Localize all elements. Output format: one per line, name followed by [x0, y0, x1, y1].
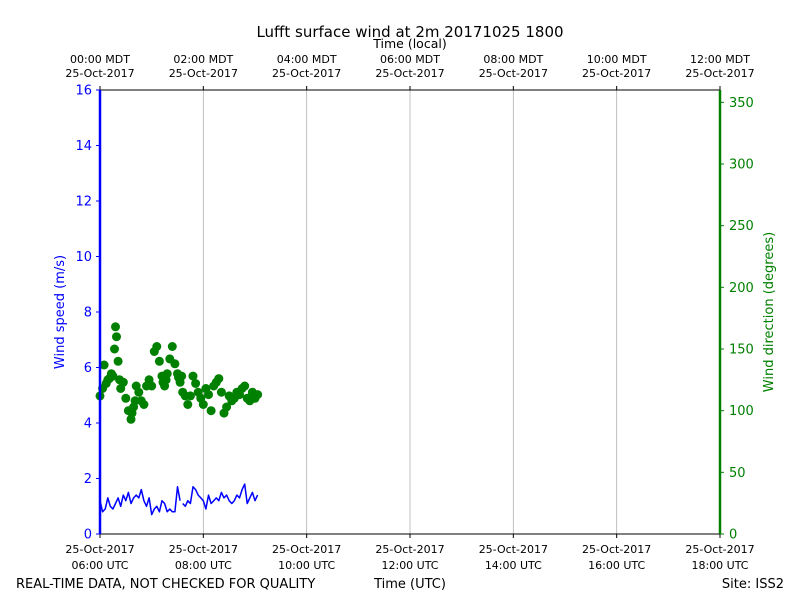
left-tick-label: 8 [84, 306, 92, 321]
wind-direction-point [185, 391, 195, 401]
data-layer [95, 322, 263, 516]
right-tick-label: 50 [729, 466, 746, 481]
bottom-tick-label: 25-Oct-2017 [375, 543, 444, 556]
left-tick-label: 2 [84, 472, 92, 487]
footer-site: Site: ISS2 [722, 577, 784, 592]
top-tick-label: 02:00 MDT [173, 53, 233, 66]
wind-direction-point [188, 371, 198, 381]
wind-direction-point [240, 381, 250, 391]
bottom-tick-label: 25-Oct-2017 [479, 543, 548, 556]
top-axis-label: Time (local) [372, 36, 446, 51]
bottom-tick-label: 25-Oct-2017 [685, 543, 754, 556]
wind-direction-point [216, 387, 226, 397]
grid-lines [202, 90, 618, 534]
wind-direction-point [147, 381, 157, 391]
bottom-tick-label: 06:00 UTC [71, 559, 128, 572]
wind-direction-point [206, 406, 216, 416]
wind-direction-point [214, 374, 224, 384]
bottom-tick-label: 25-Oct-2017 [65, 543, 134, 556]
top-tick-label: 25-Oct-2017 [479, 67, 548, 80]
wind-direction-point [177, 371, 187, 381]
wind-direction-point [170, 359, 180, 369]
right-axis-label: Wind direction (degrees) [762, 232, 777, 392]
top-tick-label: 25-Oct-2017 [685, 67, 754, 80]
wind-direction-point [191, 379, 201, 388]
wind-direction-point [162, 369, 172, 379]
wind-direction-point [139, 400, 149, 409]
wind-direction-point [198, 400, 208, 409]
left-tick-label: 12 [75, 195, 92, 210]
top-tick-label: 00:00 MDT [70, 53, 130, 66]
right-tick-label: 150 [729, 343, 754, 358]
wind-direction-point [111, 322, 120, 332]
wind-direction-point [183, 400, 193, 409]
bottom-tick-label: 16:00 UTC [588, 559, 645, 572]
top-tick-label: 12:00 MDT [690, 53, 750, 66]
bottom-tick-label: 12:00 UTC [381, 559, 438, 572]
right-tick-label: 0 [729, 528, 737, 543]
left-axis-label: Wind speed (m/s) [53, 255, 68, 369]
wind-direction-point [118, 377, 128, 387]
left-tick-label: 14 [75, 139, 92, 154]
bottom-tick-label: 08:00 UTC [175, 559, 232, 572]
top-tick-label: 10:00 MDT [587, 53, 647, 66]
bottom-tick-label: 18:00 UTC [691, 559, 748, 572]
bottom-axis-label: Time (UTC) [373, 577, 446, 592]
wind-direction-point [112, 332, 121, 342]
bottom-tick-label: 10:00 UTC [278, 559, 335, 572]
left-tick-label: 4 [84, 417, 92, 432]
left-tick-label: 10 [75, 250, 92, 265]
wind-direction-point [113, 356, 123, 366]
wind-direction-point [167, 342, 177, 351]
wind-speed-line [99, 483, 259, 516]
wind-direction-point [99, 360, 109, 370]
right-tick-label: 100 [729, 404, 754, 419]
right-tick-label: 250 [729, 219, 754, 234]
right-tick-label: 300 [729, 158, 754, 173]
wind-direction-point [253, 390, 263, 400]
wind-direction-point [108, 371, 118, 381]
right-tick-label: 200 [729, 281, 754, 296]
left-tick-label: 0 [84, 528, 92, 543]
wind-direction-point [152, 342, 162, 351]
bottom-tick-label: 25-Oct-2017 [582, 543, 651, 556]
top-tick-label: 25-Oct-2017 [582, 67, 651, 80]
top-tick-label: 25-Oct-2017 [65, 67, 134, 80]
wind-direction-point [134, 387, 144, 397]
wind-direction-point [204, 390, 213, 400]
wind-direction-point [130, 396, 140, 406]
wind-direction-point [110, 344, 119, 354]
top-tick-label: 25-Oct-2017 [272, 67, 341, 80]
chart-title: Lufft surface wind at 2m 20171025 1800 [256, 23, 563, 41]
top-tick-label: 25-Oct-2017 [375, 67, 444, 80]
wind-direction-point [222, 402, 232, 412]
right-tick-label: 350 [729, 96, 754, 111]
bottom-tick-label: 25-Oct-2017 [272, 543, 341, 556]
wind-direction-point [121, 393, 131, 403]
top-tick-label: 06:00 MDT [380, 53, 440, 66]
bottom-tick-label: 14:00 UTC [485, 559, 542, 572]
footer-disclaimer: REAL-TIME DATA, NOT CHECKED FOR QUALITY [16, 577, 315, 592]
left-tick-label: 16 [75, 84, 92, 99]
top-tick-label: 04:00 MDT [277, 53, 337, 66]
wind-direction-point [154, 356, 164, 366]
top-tick-label: 25-Oct-2017 [169, 67, 238, 80]
left-tick-label: 6 [84, 361, 92, 376]
bottom-tick-label: 25-Oct-2017 [169, 543, 238, 556]
top-tick-label: 08:00 MDT [483, 53, 543, 66]
